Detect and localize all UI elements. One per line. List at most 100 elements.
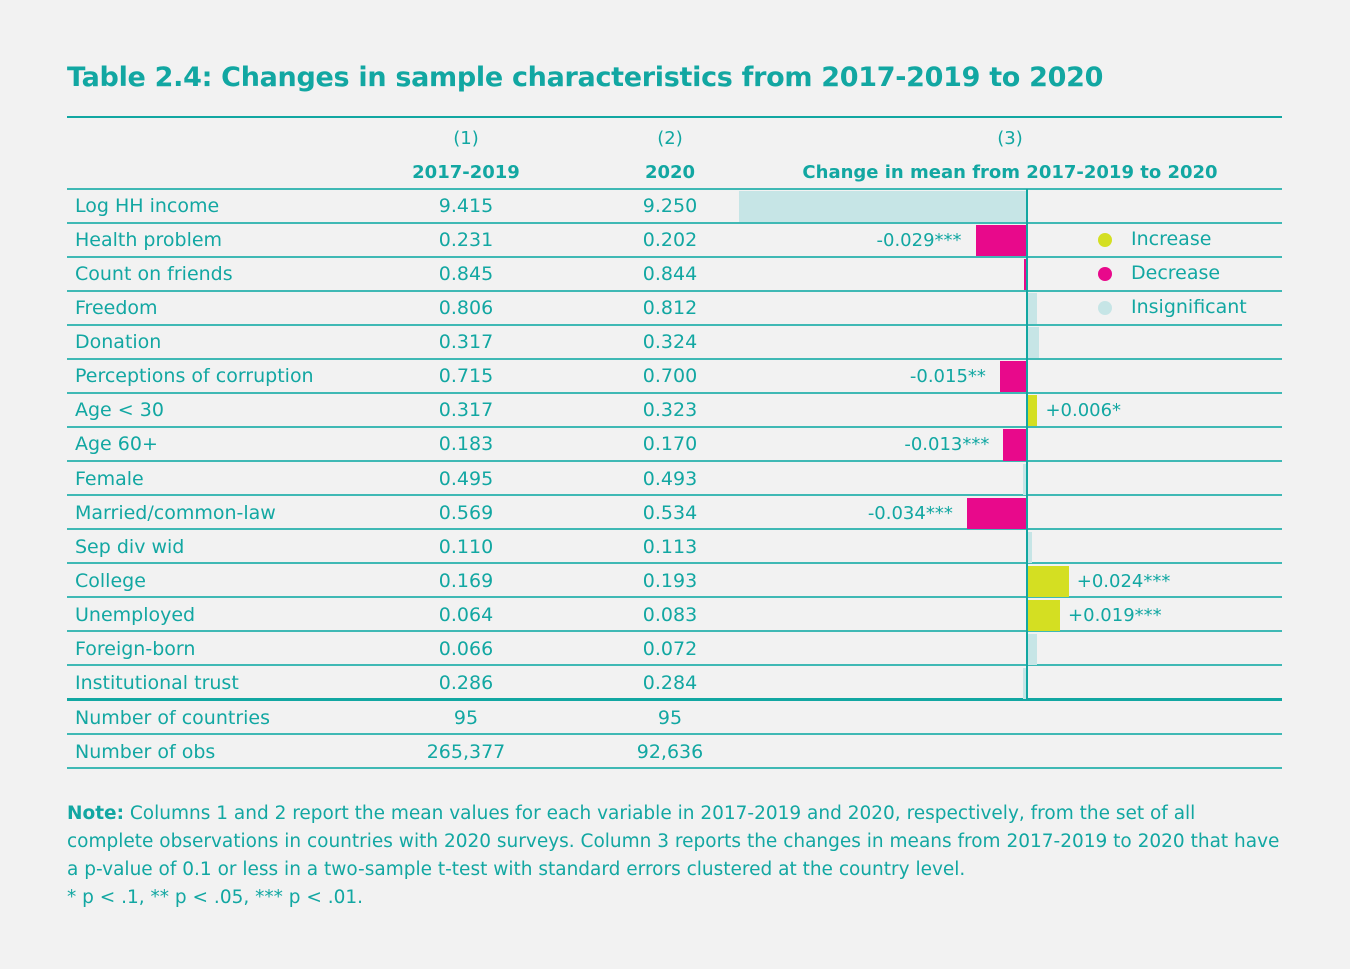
table-row: Freedom 0.806 0.812 bbox=[67, 291, 1282, 326]
note-text: Columns 1 and 2 report the mean values f… bbox=[67, 803, 1280, 880]
value-2017-2019: 0.064 bbox=[438, 603, 494, 626]
bar-decrease bbox=[966, 497, 1026, 529]
bar-insignificant bbox=[1027, 531, 1033, 563]
col1-header: 2017-2019 bbox=[412, 162, 520, 183]
table-row: Institutional trust 0.286 0.284 bbox=[67, 666, 1282, 701]
bar-increase bbox=[1027, 395, 1038, 427]
table-row: Sep div wid 0.110 0.113 bbox=[67, 530, 1282, 565]
row-label: Count on friends bbox=[75, 263, 233, 286]
table-row: Unemployed 0.064 0.083 bbox=[67, 598, 1282, 633]
table-row: Log HH income 9.415 9.250 bbox=[67, 189, 1282, 224]
row-label: Freedom bbox=[75, 297, 158, 320]
value-2017-2019: 95 bbox=[453, 707, 479, 730]
row-label: Health problem bbox=[75, 229, 223, 252]
section-rule bbox=[67, 698, 1282, 702]
bar-decrease bbox=[1003, 429, 1026, 461]
zero-axis bbox=[1026, 189, 1028, 701]
table-row: Health problem 0.231 0.202 bbox=[67, 223, 1282, 258]
value-2020: 0.534 bbox=[642, 501, 698, 524]
value-2017-2019: 265,377 bbox=[426, 741, 506, 764]
value-2017-2019: 0.317 bbox=[438, 399, 494, 422]
value-2017-2019: 0.066 bbox=[438, 637, 494, 660]
value-2017-2019: 0.286 bbox=[438, 671, 494, 694]
legend-label: Insignificant bbox=[1131, 296, 1247, 319]
value-2020: 0.170 bbox=[642, 433, 698, 456]
value-2020: 0.083 bbox=[642, 603, 698, 626]
bar-decrease bbox=[1024, 259, 1028, 291]
value-2017-2019: 0.110 bbox=[438, 535, 494, 558]
row-label: Married/common-law bbox=[75, 501, 276, 524]
row-label: Female bbox=[75, 467, 144, 490]
value-2020: 0.193 bbox=[642, 569, 698, 592]
bar-insignificant bbox=[1027, 633, 1038, 665]
row-label: Number of countries bbox=[75, 707, 271, 730]
row-label: Unemployed bbox=[75, 603, 196, 626]
value-2017-2019: 0.169 bbox=[438, 569, 494, 592]
decrease-dot-icon bbox=[1098, 267, 1112, 282]
value-2017-2019: 0.495 bbox=[438, 467, 494, 490]
col3-number: (3) bbox=[997, 128, 1023, 149]
value-2020: 9.250 bbox=[642, 195, 698, 217]
increase-dot-icon bbox=[1098, 233, 1112, 248]
value-2020: 0.493 bbox=[642, 467, 698, 490]
value-2017-2019: 0.845 bbox=[438, 263, 494, 286]
row-label: Institutional trust bbox=[75, 671, 239, 694]
table-row: Married/common-law 0.569 0.534 bbox=[67, 496, 1282, 531]
col3-header: Change in mean from 2017-2019 to 2020 bbox=[802, 162, 1218, 183]
table-row: Foreign-born 0.066 0.072 bbox=[67, 632, 1282, 667]
bar-insignificant bbox=[738, 191, 1026, 223]
row-label: College bbox=[75, 569, 146, 592]
value-2017-2019: 0.317 bbox=[438, 331, 494, 354]
bar-value-label: -0.034*** bbox=[867, 502, 953, 524]
value-2020: 0.072 bbox=[642, 637, 698, 660]
value-2020: 0.700 bbox=[642, 365, 698, 388]
bar-value-label: +0.006* bbox=[1045, 400, 1122, 422]
table-row: Age < 30 0.317 0.323 bbox=[67, 393, 1282, 428]
bar-decrease bbox=[999, 361, 1026, 393]
insignificant-dot-icon bbox=[1098, 301, 1112, 316]
value-2020: 0.812 bbox=[642, 297, 698, 320]
row-label: Age < 30 bbox=[75, 399, 164, 422]
row-label: Foreign-born bbox=[75, 637, 196, 660]
table-row: Count on friends 0.845 0.844 bbox=[67, 257, 1282, 292]
value-2020: 0.202 bbox=[642, 229, 698, 252]
top-rule bbox=[67, 116, 1282, 118]
value-2020: 0.113 bbox=[642, 535, 698, 558]
row-label: Sep div wid bbox=[75, 535, 185, 558]
header-rule bbox=[67, 156, 1282, 190]
col2-header: 2020 bbox=[644, 162, 696, 183]
bar-increase bbox=[1027, 565, 1069, 597]
bar-insignificant bbox=[1027, 327, 1040, 359]
table-row: Donation 0.317 0.324 bbox=[67, 325, 1282, 360]
summary-row: Number of countries 95 95 bbox=[67, 701, 1282, 736]
significance-key: * p < .1, ** p < .05, *** p < .01. bbox=[67, 887, 364, 908]
col2-number: (2) bbox=[657, 128, 683, 149]
bar-insignificant bbox=[1027, 293, 1038, 325]
row-label: Age 60+ bbox=[75, 433, 158, 456]
value-2017-2019: 0.569 bbox=[438, 501, 494, 524]
value-2020: 0.844 bbox=[642, 263, 698, 286]
value-2017-2019: 0.231 bbox=[438, 229, 494, 252]
value-2020: 0.323 bbox=[642, 399, 698, 422]
row-label: Log HH income bbox=[75, 195, 220, 217]
value-2017-2019: 0.183 bbox=[438, 433, 494, 456]
value-2020: 0.284 bbox=[642, 671, 698, 694]
row-label: Number of obs bbox=[75, 741, 216, 764]
value-2020: 95 bbox=[657, 707, 683, 730]
value-2020: 0.324 bbox=[642, 331, 698, 354]
col1-number: (1) bbox=[453, 128, 479, 149]
summary-row: Number of obs 265,377 92,636 bbox=[67, 735, 1282, 770]
bar-value-label: -0.029*** bbox=[876, 230, 962, 252]
legend-label: Decrease bbox=[1131, 262, 1221, 285]
table-row: Age 60+ 0.183 0.170 bbox=[67, 427, 1282, 463]
bar-value-label: +0.024*** bbox=[1076, 570, 1171, 592]
table-row: Female 0.495 0.493 bbox=[67, 462, 1282, 497]
bar-decrease bbox=[975, 225, 1026, 257]
note-label: Note: bbox=[67, 803, 124, 824]
value-2017-2019: 0.715 bbox=[438, 365, 494, 388]
bar-value-label: +0.019*** bbox=[1068, 604, 1162, 626]
bar-increase bbox=[1027, 599, 1061, 631]
bar-insignificant bbox=[1022, 667, 1026, 700]
value-2020: 92,636 bbox=[636, 741, 704, 764]
table-title: Table 2.4: Changes in sample characteris… bbox=[67, 62, 1104, 93]
